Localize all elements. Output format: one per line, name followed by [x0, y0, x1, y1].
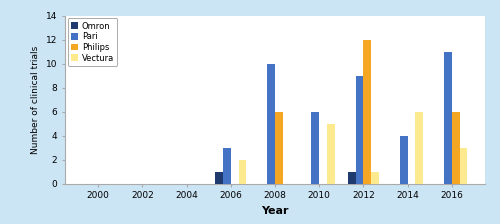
X-axis label: Year: Year — [261, 206, 289, 216]
Bar — [460, 148, 468, 184]
Bar — [275, 112, 282, 184]
Bar — [452, 112, 460, 184]
Bar — [416, 112, 423, 184]
Bar — [312, 112, 319, 184]
Bar — [371, 172, 379, 184]
Bar — [238, 160, 246, 184]
Bar — [223, 148, 231, 184]
Bar — [327, 124, 334, 184]
Bar — [444, 52, 452, 184]
Bar — [268, 64, 275, 184]
Y-axis label: Number of clinical trials: Number of clinical trials — [32, 45, 40, 154]
Bar — [400, 136, 407, 184]
Bar — [364, 40, 371, 184]
Bar — [216, 172, 223, 184]
Legend: Omron, Pari, Philips, Vectura: Omron, Pari, Philips, Vectura — [68, 18, 117, 66]
Bar — [356, 76, 364, 184]
Bar — [348, 172, 356, 184]
